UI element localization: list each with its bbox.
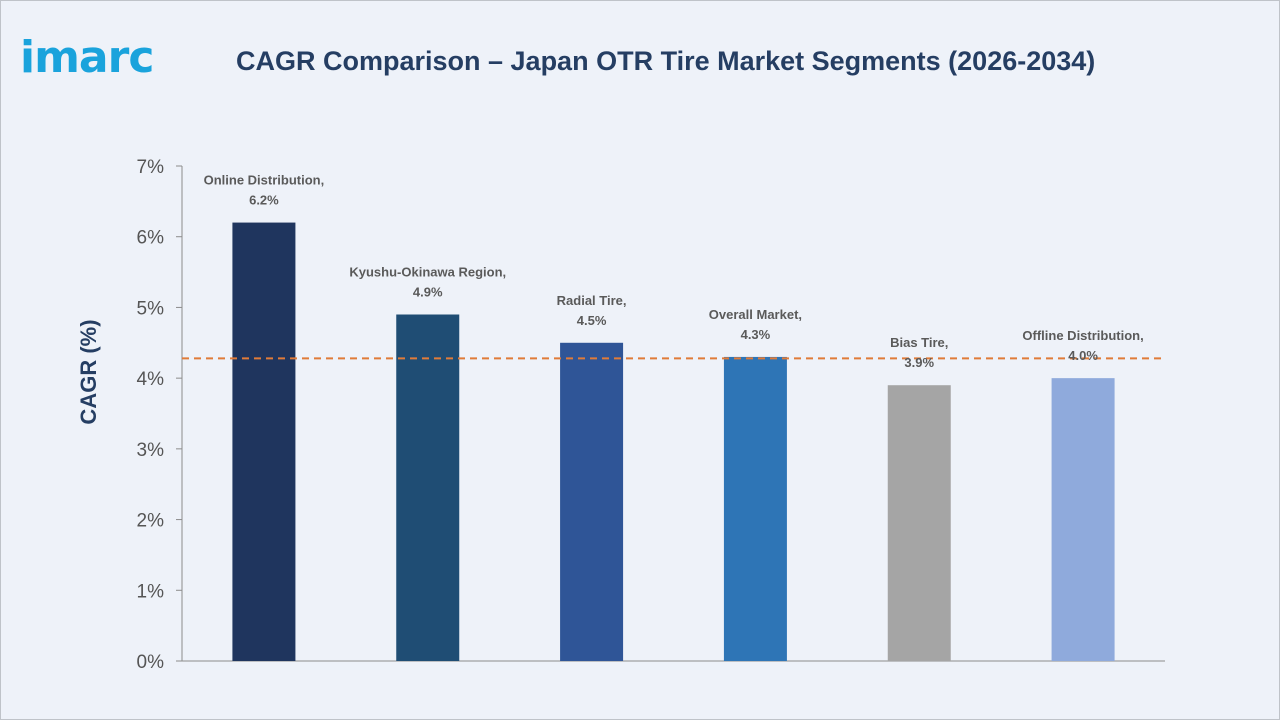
bar-4: [723, 356, 787, 661]
y-tick-label: 3%: [137, 440, 165, 461]
data-label-value: 4.0%: [1068, 348, 1098, 363]
data-label-value: 4.5%: [577, 313, 607, 328]
bar-5: [887, 385, 951, 661]
data-label-category: Radial Tire,: [557, 293, 627, 308]
data-label-category: Overall Market,: [709, 307, 802, 322]
bar-3: [560, 342, 624, 661]
data-label: Bias Tire, 3.9%: [890, 335, 948, 370]
data-label-value: 6.2%: [249, 193, 279, 208]
bar-6: [1051, 378, 1115, 661]
bar-2: [396, 314, 460, 661]
data-label-value: 3.9%: [904, 355, 934, 370]
y-tick-label: 5%: [137, 298, 165, 319]
data-label-value: 4.9%: [413, 285, 443, 300]
data-label: Offline Distribution, 4.0%: [1022, 328, 1143, 363]
data-label: Online Distribution, 6.2%: [204, 173, 325, 208]
data-label-category: Kyushu-Okinawa Region,: [349, 265, 506, 280]
data-label-value: 4.3%: [741, 327, 771, 342]
y-tick-label: 4%: [137, 369, 165, 390]
y-tick-label: 1%: [137, 581, 165, 602]
data-label-category: Online Distribution,: [204, 173, 325, 188]
bar-1: [232, 222, 296, 662]
data-label: Radial Tire, 4.5%: [557, 293, 627, 328]
imarc-logo: imarc: [20, 32, 154, 83]
data-label: Kyushu-Okinawa Region, 4.9%: [349, 265, 506, 300]
y-tick-label: 6%: [137, 228, 165, 249]
y-tick-label: 0%: [137, 652, 165, 673]
data-label-category: Offline Distribution,: [1022, 328, 1143, 343]
data-label-category: Bias Tire,: [890, 335, 948, 350]
y-axis-title: CAGR (%): [76, 319, 101, 424]
y-tick-label: 2%: [137, 511, 165, 532]
page-title: CAGR Comparison – Japan OTR Tire Market …: [236, 46, 1096, 76]
y-tick-label: 7%: [137, 157, 165, 178]
data-label: Overall Market, 4.3%: [709, 307, 802, 342]
